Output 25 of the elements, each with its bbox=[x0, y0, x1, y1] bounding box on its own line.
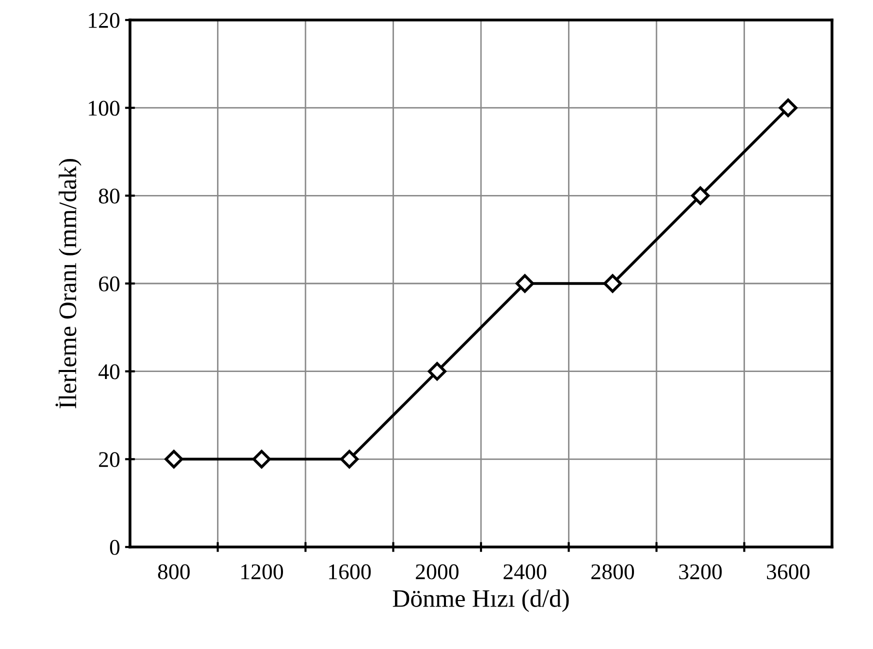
x-tick-label: 1600 bbox=[329, 564, 371, 580]
y-axis-title: İlerleme Oranı (mm/dak) bbox=[56, 158, 82, 408]
y-tick-label: 20 bbox=[99, 452, 120, 468]
x-tick-label: 800 bbox=[158, 564, 190, 580]
point bbox=[252, 450, 271, 468]
y-tick-label: 80 bbox=[98, 188, 120, 204]
x-tick-label: 3600 bbox=[766, 564, 810, 580]
y-tick-label: 0 bbox=[110, 540, 120, 555]
y-tick-label: 60 bbox=[99, 276, 120, 292]
x-tick-label: 3200 bbox=[679, 564, 722, 580]
x-tick-label: 2400 bbox=[504, 564, 546, 580]
point bbox=[164, 450, 184, 468]
point bbox=[778, 98, 798, 118]
x-tick-label: 2800 bbox=[591, 564, 634, 580]
y-tick-label: 40 bbox=[98, 364, 120, 380]
x-tick-label: 2000 bbox=[416, 564, 458, 580]
y-tick-label: 120 bbox=[88, 12, 120, 28]
x-tick-label: 1200 bbox=[241, 564, 283, 580]
point bbox=[691, 186, 710, 205]
point bbox=[516, 274, 534, 293]
x-axis-title: Dönme Hızı (d/d) bbox=[392, 589, 569, 612]
y-tick-label: 100 bbox=[88, 100, 120, 116]
point bbox=[340, 450, 359, 468]
point bbox=[603, 274, 622, 293]
point bbox=[428, 362, 446, 381]
